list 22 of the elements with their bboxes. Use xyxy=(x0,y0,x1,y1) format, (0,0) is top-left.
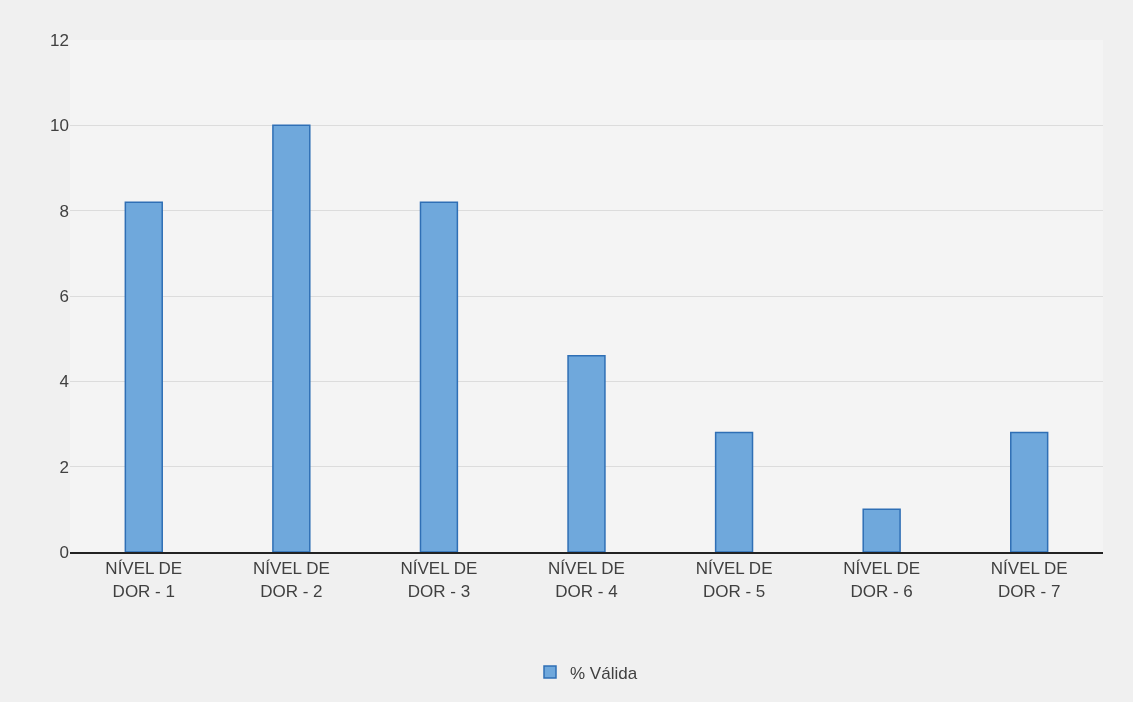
bar xyxy=(272,124,311,552)
bar xyxy=(714,431,754,552)
bar xyxy=(419,201,459,552)
y-tick-label: 10 xyxy=(50,116,69,136)
y-tick-label: 0 xyxy=(59,542,69,562)
x-tick-label: NÍVEL DE DOR - 3 xyxy=(400,559,478,601)
x-tick-label: NÍVEL DE DOR - 1 xyxy=(105,559,183,601)
y-tick-label: 4 xyxy=(59,372,69,392)
x-tick-label: NÍVEL DE DOR - 6 xyxy=(843,559,921,601)
bar xyxy=(124,201,163,552)
bar xyxy=(1010,431,1049,552)
x-tick-label: NÍVEL DE DOR - 7 xyxy=(990,559,1068,601)
y-tick-label: 8 xyxy=(59,201,69,221)
bar xyxy=(567,354,606,552)
x-tick-label: NÍVEL DE DOR - 2 xyxy=(252,559,330,601)
y-tick-label: 12 xyxy=(50,30,69,50)
x-tick-label: NÍVEL DE DOR - 4 xyxy=(548,559,625,601)
bar xyxy=(862,508,901,552)
y-tick-label: 6 xyxy=(59,286,69,306)
y-tick-label: 2 xyxy=(59,457,69,477)
x-tick-label: NÍVEL DE DOR - 5 xyxy=(695,559,773,601)
legend-label: % Válida xyxy=(570,663,638,683)
